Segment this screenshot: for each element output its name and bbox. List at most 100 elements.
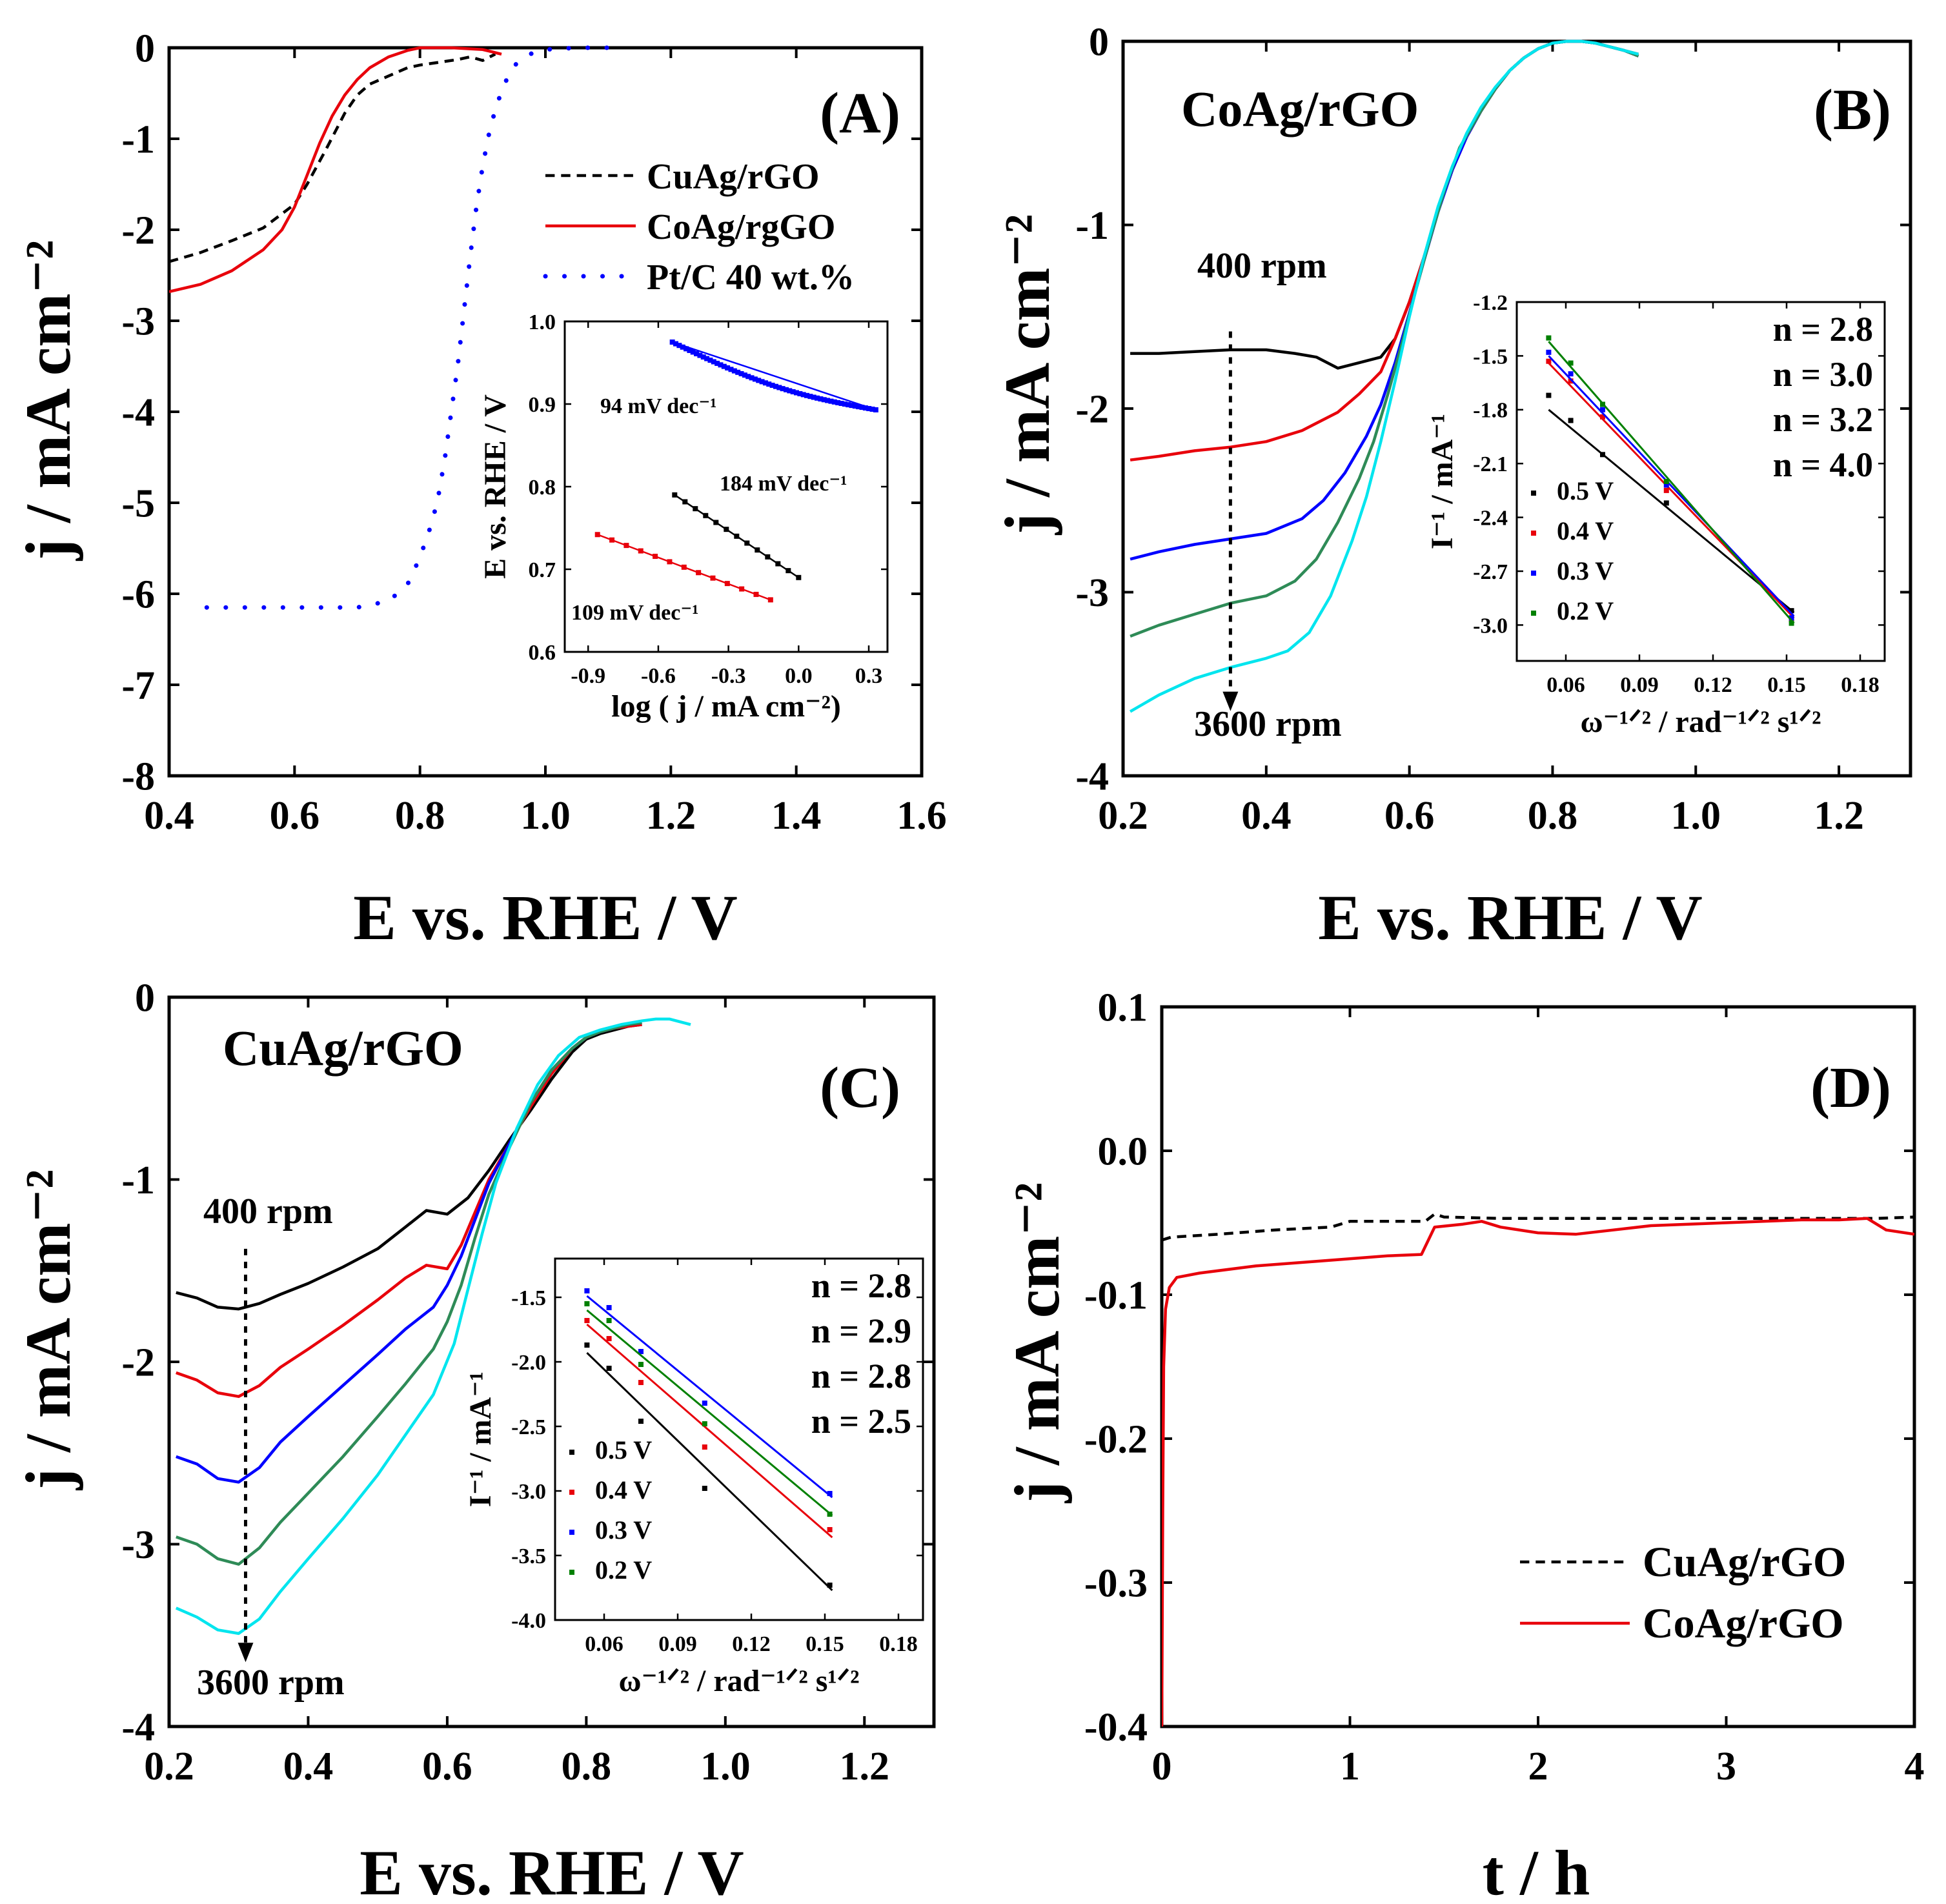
inset-point [687, 347, 693, 353]
y-tick-label: -1.5 [1473, 345, 1508, 369]
panel-title: CoAg/rGO [1181, 81, 1419, 137]
inset-point [718, 362, 724, 368]
inset-point [780, 386, 785, 392]
inset-point [756, 378, 762, 383]
panel-A: 0.4 0.6 0.8 1.0 1.2 1.4 1.6 0 -1 -2 -3 -4 -5 -6 -7 -8 E … [12, 27, 947, 953]
inset-fit-line [1548, 355, 1795, 617]
x-tick-label: 0.4 [283, 1745, 334, 1788]
inset-point [807, 394, 813, 400]
x-tick-label: 0.6 [270, 794, 320, 838]
legend-label: CoAg/rGO [1643, 1600, 1844, 1647]
inset-point [773, 383, 778, 389]
n-value-label: n = 3.2 [1773, 400, 1873, 439]
x-tick-label: 0.4 [1241, 794, 1292, 838]
y-tick-label: -3 [1075, 571, 1109, 615]
inset-point [1568, 418, 1574, 423]
inset-point [702, 1486, 707, 1491]
inset-point [584, 1288, 590, 1293]
inset-point [859, 405, 865, 410]
inset-legend-marker [1531, 531, 1536, 536]
inset-y-label: I⁻¹ / mA⁻¹ [463, 1372, 498, 1507]
y-tick-label: -3 [121, 300, 155, 344]
y-tick-label: -3.0 [511, 1480, 546, 1504]
n-value-label: n = 2.8 [1773, 310, 1873, 349]
inset-point [787, 388, 793, 394]
x-tick-label: 0.06 [1546, 673, 1585, 697]
inset-fit-line [586, 1352, 833, 1592]
y-axis-label: j / mA cm⁻² [12, 240, 84, 562]
series-line [175, 1017, 691, 1636]
inset-point [828, 398, 834, 404]
inset-point [694, 351, 700, 357]
panel-label: (D) [1810, 1056, 1891, 1120]
rpm-arrow-head [238, 1643, 254, 1663]
slope-annotation: 109 mV dec⁻¹ [571, 601, 699, 625]
inset-legend-label: 0.5 V [595, 1435, 652, 1464]
panel-label: (C) [820, 1056, 900, 1120]
x-tick-label: 0.8 [1528, 794, 1578, 838]
y-tick-label: 0.0 [1098, 1130, 1148, 1174]
inset-point [1663, 500, 1669, 506]
inset-point [728, 367, 734, 372]
series-group [175, 1017, 691, 1636]
inset-A: -0.9 -0.6 -0.3 0.0 0.3 1.0 0.9 0.8 0.7 0.6 log ( j… [478, 310, 889, 724]
y-tick-label: -0.3 [1084, 1562, 1148, 1606]
x-tick-label: 0.18 [879, 1632, 918, 1656]
rpm-label-end: 3600 rpm [1194, 704, 1342, 744]
series-group [1129, 39, 1639, 713]
y-axis-label: j / mA cm⁻² [12, 1170, 84, 1491]
n-value-label: n = 2.8 [811, 1266, 911, 1305]
series-group [1162, 1212, 1914, 1727]
x-tick-label: 0.15 [806, 1632, 844, 1656]
x-tick-label: 0.2 [1098, 794, 1148, 838]
x-tick-label: 2 [1528, 1745, 1548, 1788]
y-tick-label: -2 [1075, 388, 1109, 432]
inset-point [680, 344, 685, 350]
y-tick-label: -5 [121, 482, 155, 526]
inset-point [1600, 414, 1605, 420]
inset-point [606, 1305, 612, 1310]
inset-point [866, 406, 872, 412]
y-tick-label: -1.8 [1473, 399, 1508, 423]
y-tick-label: -8 [121, 755, 155, 799]
inset-fit-line [672, 341, 877, 411]
inset-point [676, 343, 682, 349]
inset-legend-label: 0.5 V [1557, 476, 1614, 505]
inset-legend-label: 0.4 V [595, 1475, 652, 1504]
inset-point [1546, 392, 1552, 398]
x-tick-label: 0.3 [855, 664, 883, 688]
x-tick-label: 0.8 [562, 1745, 612, 1788]
legend-label: CuAg/rGO [647, 157, 820, 197]
inset-fit-line [586, 1323, 833, 1539]
y-tick-label: -0.4 [1084, 1706, 1148, 1750]
series-line [169, 52, 496, 263]
inset-point [638, 1380, 644, 1385]
panel-label: (A) [820, 81, 900, 145]
series-line [176, 1021, 642, 1566]
inset-point [735, 369, 741, 375]
inset-bg [565, 321, 887, 652]
x-tick-label: -0.6 [641, 664, 676, 688]
y-tick-label: -4 [1075, 755, 1109, 799]
inset-point [1789, 620, 1794, 626]
inset-point [702, 1421, 707, 1426]
rpm-label-start: 400 rpm [1197, 246, 1327, 286]
y-tick-label: -3.0 [1473, 614, 1508, 638]
inset-point [745, 374, 751, 380]
inset-legend-label: 0.3 V [1557, 556, 1614, 585]
inset-point [815, 395, 820, 401]
x-tick-label: 0.6 [422, 1745, 472, 1788]
x-tick-label: 0.12 [732, 1632, 771, 1656]
inset-point [1568, 360, 1574, 366]
y-tick-label: -7 [121, 664, 155, 708]
inset-point [584, 1318, 590, 1323]
y-tick-label: 0 [1089, 21, 1109, 65]
rpm-label-end: 3600 rpm [197, 1663, 345, 1703]
x-tick-label: 0.0 [785, 664, 813, 688]
inset-point [800, 392, 806, 398]
series-line [176, 1023, 642, 1311]
inset-point [584, 1301, 590, 1306]
y-tick-label: -1.5 [511, 1286, 546, 1310]
inset-point [606, 1318, 612, 1323]
inset-point [769, 382, 775, 388]
